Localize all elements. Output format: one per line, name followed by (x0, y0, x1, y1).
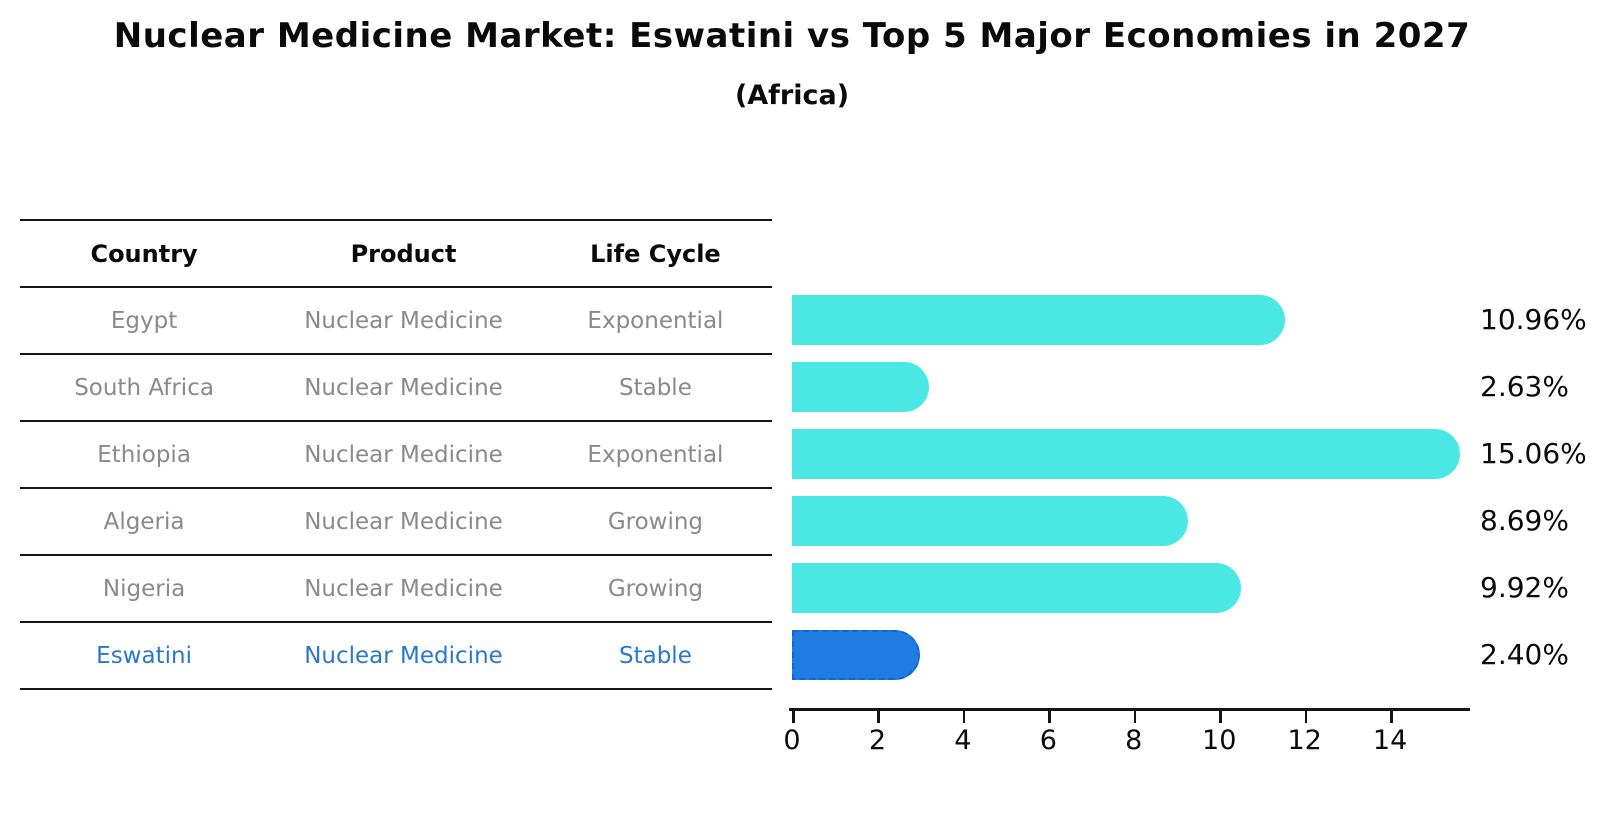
table-row: Egypt Nuclear Medicine Exponential (20, 288, 772, 355)
bar-value-label: 10.96% (1480, 302, 1587, 336)
cell-life-cycle: Exponential (587, 441, 724, 468)
x-axis-tick-label: 14 (1372, 725, 1408, 756)
bar-value-label: 8.69% (1480, 503, 1569, 537)
table-row-highlight-eswatini: Eswatini Nuclear Medicine Stable (20, 623, 772, 690)
x-axis-tick (1304, 711, 1308, 723)
x-axis-tick-label: 6 (1039, 725, 1057, 756)
column-header-country: Country (90, 239, 198, 268)
cell-life-cycle: Stable (619, 374, 692, 401)
cell-country: Algeria (103, 508, 185, 535)
x-axis-tick-label: 10 (1202, 725, 1237, 756)
table-row: Nigeria Nuclear Medicine Growing (20, 556, 772, 623)
bar-algeria (792, 495, 1189, 546)
x-axis-tick (792, 711, 795, 723)
cell-product: Nuclear Medicine (304, 374, 503, 401)
x-axis-line (789, 708, 1470, 711)
bar-value-label: 2.63% (1480, 369, 1569, 403)
x-axis-tick (1219, 711, 1222, 723)
bar-chart: 10.96% 2.63% 15.06% 8.69% 9.92% 2.40% 0 2 4 6 8 10 1… (783, 219, 1604, 779)
x-axis-tick (877, 711, 880, 723)
x-axis-tick-label: 12 (1287, 725, 1322, 756)
bar-value-label: 15.06% (1480, 436, 1587, 470)
column-header-product: Product (350, 239, 457, 268)
column-header-life-cycle: Life Cycle (590, 239, 721, 268)
cell-product: Nuclear Medicine (304, 307, 503, 334)
x-axis-tick (1133, 711, 1137, 723)
x-axis-tick (1390, 711, 1393, 723)
bar-value-label: 2.40% (1480, 637, 1569, 671)
cell-country: Egypt (110, 307, 178, 334)
table-row: Ethiopia Nuclear Medicine Exponential (20, 422, 772, 489)
cell-country: Eswatini (96, 642, 192, 669)
chart-title: Nuclear Medicine Market: Eswatini vs Top… (113, 16, 1471, 56)
cell-product: Nuclear Medicine (304, 508, 503, 535)
cell-product: Nuclear Medicine (304, 441, 503, 468)
bar-egypt (792, 294, 1286, 345)
comparison-table: Country Product Life Cycle Egypt Nuclear… (20, 219, 772, 690)
x-axis-tick-label: 4 (954, 725, 972, 756)
cell-life-cycle: Exponential (587, 307, 724, 334)
cell-product: Nuclear Medicine (304, 642, 503, 669)
bar-ethiopia (792, 428, 1461, 479)
x-axis-tick (962, 711, 966, 723)
x-axis-tick-label: 0 (783, 725, 801, 756)
x-axis-tick (1048, 711, 1051, 723)
cell-life-cycle: Growing (607, 575, 704, 602)
bar-eswatini (792, 629, 920, 680)
cell-life-cycle: Growing (607, 508, 704, 535)
table-row: Algeria Nuclear Medicine Growing (20, 489, 772, 556)
bar-south-africa (792, 361, 930, 412)
bar-value-label: 9.92% (1480, 570, 1569, 604)
table-row: South Africa Nuclear Medicine Stable (20, 355, 772, 422)
bar-nigeria (792, 562, 1241, 613)
table-header-row: Country Product Life Cycle (20, 221, 772, 288)
cell-country: South Africa (74, 374, 214, 401)
chart-subtitle: (Africa) (734, 80, 850, 111)
cell-life-cycle: Stable (619, 642, 692, 669)
cell-product: Nuclear Medicine (304, 575, 503, 602)
x-axis-tick-label: 2 (868, 725, 887, 756)
cell-country: Nigeria (102, 575, 186, 602)
x-axis-tick-label: 8 (1125, 725, 1143, 756)
cell-country: Ethiopia (97, 441, 191, 468)
